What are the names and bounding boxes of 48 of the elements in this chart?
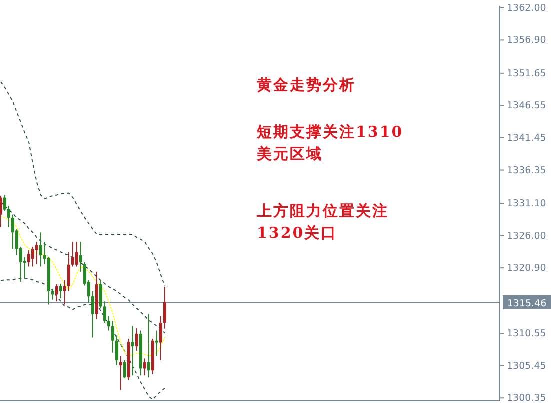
candlestick	[104, 301, 106, 324]
candlestick	[100, 280, 102, 310]
y-tick-label: 1300.35	[507, 393, 546, 403]
candlestick	[108, 316, 110, 332]
y-tick-label: 1336.35	[507, 165, 546, 176]
candlestick	[40, 232, 42, 268]
candlestick	[28, 250, 30, 268]
candlestick	[116, 335, 118, 366]
candlestick	[144, 358, 146, 376]
candlestick	[32, 246, 34, 268]
y-tick-label: 1326.00	[507, 230, 546, 242]
candlestick	[68, 252, 70, 292]
annotation: 黄金走势分析	[256, 76, 356, 94]
candlestick	[80, 242, 82, 272]
candlestick	[52, 288, 54, 300]
candlestick	[148, 314, 150, 378]
candlestick	[64, 280, 66, 306]
candlestick	[12, 214, 14, 250]
annotation: 短期支撑关注1310 美元区域	[256, 123, 404, 163]
candlestick	[36, 242, 38, 265]
candlestick	[92, 290, 94, 338]
y-tick-label: 1346.55	[507, 100, 546, 112]
candlestick	[136, 328, 138, 352]
y-tick-label: 1320.90	[507, 263, 546, 274]
line-series	[0, 81, 166, 287]
candlestick	[72, 242, 74, 268]
candlestick	[120, 356, 122, 391]
y-tick-label: 1310.55	[507, 328, 546, 340]
candlestick	[156, 330, 158, 357]
annotation: 上方阻力位置关注 1320关口	[256, 202, 389, 242]
y-tick-label: 1331.10	[507, 198, 546, 210]
y-tick-label: 1362.00	[507, 2, 546, 14]
line-series	[0, 216, 166, 357]
candlestick	[112, 320, 114, 354]
y-tick-label: 1351.65	[507, 68, 546, 80]
ref-line-label: 1315.46	[507, 298, 547, 310]
candlestick	[0, 195, 2, 228]
y-tick-label: 1356.90	[507, 35, 546, 46]
candlestick	[160, 316, 162, 361]
y-tick-label: 1341.45	[507, 133, 546, 144]
candlestick	[56, 284, 58, 302]
line-series	[0, 278, 166, 400]
candlestick	[124, 360, 126, 379]
candlestick	[132, 326, 134, 376]
candlestick	[76, 242, 78, 268]
y-tick-label: 1305.45	[507, 360, 546, 372]
candlestick	[164, 286, 166, 330]
candlestick	[60, 283, 62, 299]
